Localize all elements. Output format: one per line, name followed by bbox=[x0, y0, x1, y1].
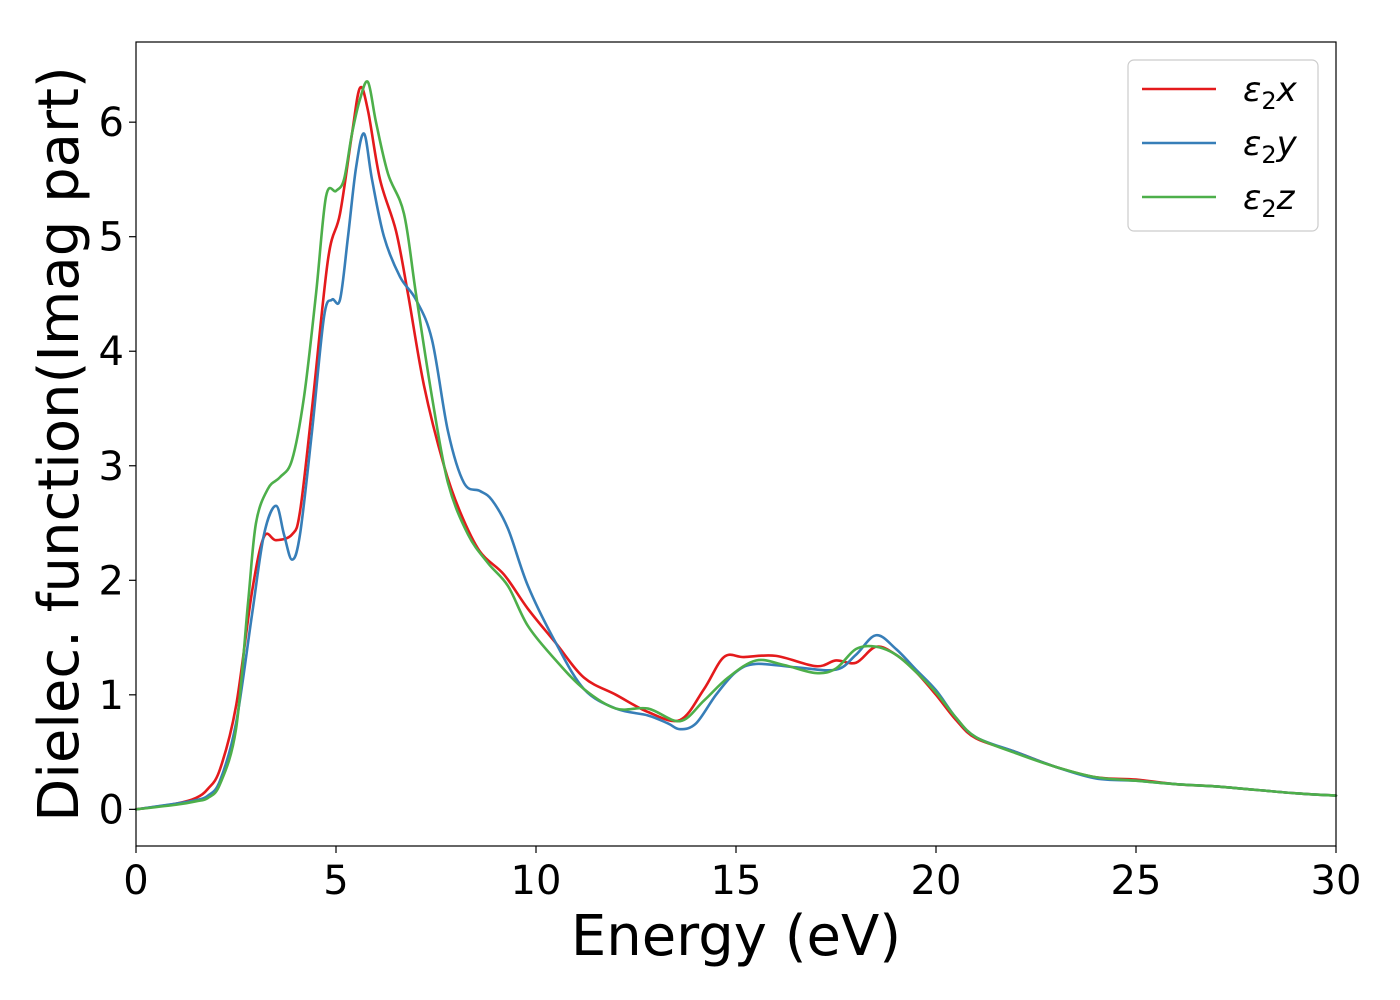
x-tick-label: 0 bbox=[123, 858, 148, 904]
x-tick-label: 15 bbox=[711, 858, 762, 904]
y-tick-label: 5 bbox=[99, 215, 124, 261]
series-lines bbox=[134, 80, 1338, 811]
legend-label-x: ε2x bbox=[1243, 70, 1298, 115]
y-tick-label: 1 bbox=[99, 673, 124, 719]
x-tick-label: 30 bbox=[1311, 858, 1362, 904]
y-tick-label: 0 bbox=[99, 787, 124, 833]
axis-ticks: 0 5 10 15 20 25 30 0 1 2 3 4 5 6 bbox=[99, 100, 1362, 904]
legend-box bbox=[1127, 59, 1319, 232]
x-tick-label: 25 bbox=[1111, 858, 1162, 904]
y-tick-label: 3 bbox=[99, 444, 124, 490]
y-tick-label: 4 bbox=[99, 329, 124, 375]
series-line-z bbox=[134, 80, 1338, 811]
x-tick-label: 10 bbox=[511, 858, 562, 904]
legend-label-y: ε2y bbox=[1243, 124, 1298, 169]
legend-label-z: ε2z bbox=[1243, 178, 1296, 223]
y-tick-label: 2 bbox=[99, 558, 124, 604]
legend: ε2x ε2y ε2z bbox=[1127, 59, 1319, 232]
y-tick-label: 6 bbox=[99, 100, 124, 146]
x-axis-label: Energy (eV) bbox=[571, 904, 901, 969]
x-tick-label: 20 bbox=[911, 858, 962, 904]
y-axis-label: Dielec. function(Imag part) bbox=[27, 66, 92, 822]
x-tick-label: 5 bbox=[323, 858, 348, 904]
